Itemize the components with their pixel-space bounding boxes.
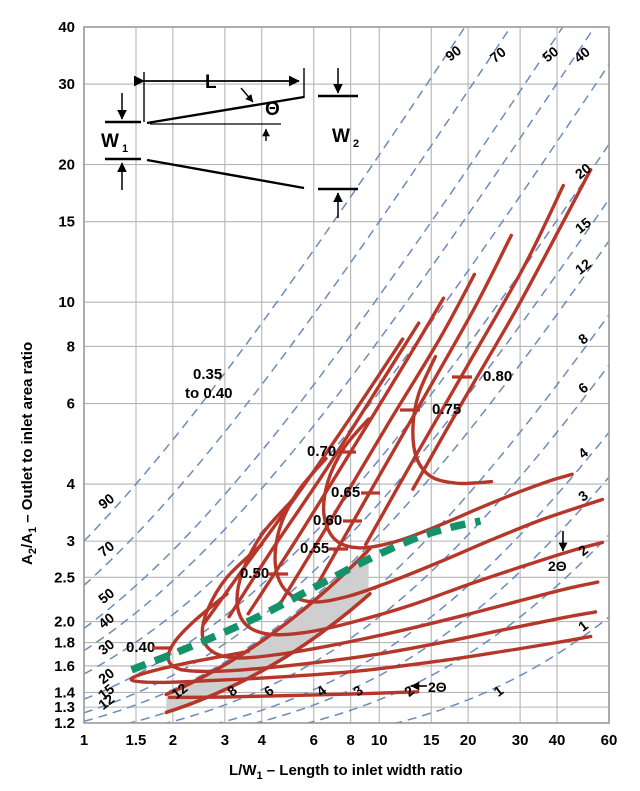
cp-label-0.65: 0.65 xyxy=(331,484,360,501)
x-axis-title-rest: – Length to inlet width ratio xyxy=(263,762,463,779)
svg-text:L/W1 – Length to inlet width r: L/W1 – Length to inlet width ratio xyxy=(229,762,463,782)
x-tick-label: 1.5 xyxy=(126,732,147,749)
angle-line-90 xyxy=(84,27,466,542)
w2-subscript: 2 xyxy=(353,138,359,150)
upper-wall-line xyxy=(146,95,305,125)
angle-pointer-right: 2Θ xyxy=(548,531,568,574)
x-axis-title-sub: 1 xyxy=(257,770,263,782)
y-tick-label: 2.0 xyxy=(54,614,75,631)
cp-upper-line-e xyxy=(314,233,513,589)
cp-label-0.40: 0.40 xyxy=(126,639,155,656)
cp-contour-0.55 xyxy=(166,592,598,674)
axis-frame xyxy=(83,26,610,724)
band-label-line2: to 0.40 xyxy=(185,385,233,402)
cp-label-0.75: 0.75 xyxy=(432,401,461,418)
y-tick-label: 4 xyxy=(67,476,76,493)
cp-label-0.55: 0.55 xyxy=(300,540,329,557)
cp-upper-line-b xyxy=(227,321,421,619)
y-tick-label: 20 xyxy=(58,157,75,174)
y-axis-title-sub2: 1 xyxy=(27,527,39,533)
x-axis-title: L/W1 – Length to inlet width ratio xyxy=(229,762,463,782)
y-tick-label: 2.5 xyxy=(54,569,75,586)
angle-line-4 xyxy=(215,431,609,723)
y-tick-label: 1.6 xyxy=(54,658,75,675)
cp-contour-0.70 xyxy=(273,456,605,604)
lower-wall-line xyxy=(146,158,305,190)
y-tick-label: 1.8 xyxy=(54,635,75,652)
angle-line-6 xyxy=(163,364,609,723)
cp-upper-line-a xyxy=(202,337,405,626)
y-tick-label: 8 xyxy=(67,338,75,355)
x-tick-label: 1 xyxy=(80,732,88,749)
y-tick-label: 1.4 xyxy=(54,684,76,701)
cp-upper-line-g xyxy=(411,167,593,491)
cp-band-upper-boundary xyxy=(164,546,372,697)
diffuser-geometry-diagram: L Θ W 1 W 2 xyxy=(101,68,359,218)
theta-arrow-upper xyxy=(240,87,254,103)
cp-upper-line-d xyxy=(278,272,477,607)
y-tick-label: 15 xyxy=(58,214,75,231)
x-tick-labels: 1 1.5 2 3 4 6 8 10 15 20 30 40 60 xyxy=(80,732,618,749)
cp-label-0.80: 0.80 xyxy=(483,368,512,385)
optimum-line-group xyxy=(130,517,482,674)
angle-line-2 xyxy=(304,534,609,723)
cp-contour-0.40 xyxy=(167,690,420,700)
x-axis-title-main: L/W xyxy=(229,762,257,779)
y-axis-title-sub1: 2 xyxy=(27,548,39,554)
y-tick-label: 6 xyxy=(67,396,75,413)
y-tick-label: 1.2 xyxy=(54,715,75,732)
cp-label-0.50: 0.50 xyxy=(240,565,269,582)
y-axis-title-slash: /A xyxy=(19,533,36,548)
svg-text:A2/A1 – Outlet to inlet area r: A2/A1 – Outlet to inlet area ratio xyxy=(19,342,39,565)
angle-line-40 xyxy=(84,27,596,652)
angle-line-50 xyxy=(84,27,564,629)
y-tick-label: 3 xyxy=(67,533,75,550)
angle-pointer-bottom-label: 2Θ xyxy=(428,679,447,695)
length-label: L xyxy=(205,72,217,93)
x-tick-label: 60 xyxy=(601,732,618,749)
cp-label-0.60: 0.60 xyxy=(313,512,342,529)
x-tick-label: 15 xyxy=(423,732,440,749)
angle-pointer-bottom: 2Θ xyxy=(410,679,447,695)
cp-contour-0.50 xyxy=(129,634,593,685)
y-tick-label: 30 xyxy=(58,76,75,93)
cp-contour-0.60 xyxy=(200,542,600,660)
w2-label: W xyxy=(332,126,350,147)
cp-upper-line-f xyxy=(364,183,565,547)
x-tick-label: 6 xyxy=(310,732,318,749)
x-tick-label: 30 xyxy=(512,732,529,749)
x-tick-label: 4 xyxy=(258,732,267,749)
y-axis-title: A2/A1 – Outlet to inlet area ratio xyxy=(19,342,39,565)
cp-contour-labels: 0.40 0.50 0.55 0.60 0.65 0.70 0.75 0.80 xyxy=(126,368,512,656)
theta-label: Θ xyxy=(265,99,280,120)
x-tick-label: 20 xyxy=(460,732,477,749)
y-tick-label: 10 xyxy=(58,294,75,311)
angle-line-30 xyxy=(84,63,609,675)
w1-subscript: 1 xyxy=(122,143,128,155)
cp-contour-0.75 xyxy=(321,417,574,550)
angle-line-1 xyxy=(393,616,609,723)
angle-line-15 xyxy=(84,198,609,714)
y-axis-title-main: A xyxy=(19,554,36,565)
x-tick-label: 10 xyxy=(371,732,388,749)
band-label-group: 0.35 to 0.40 xyxy=(185,366,233,402)
y-tick-labels: 1.21.31.4 1.6 1.8 2.0 2.5 3 4 6 8 10 15 20 30 40 xyxy=(54,19,76,732)
y-tick-label: 1.3 xyxy=(54,699,75,716)
w1-label: W xyxy=(101,131,119,152)
band-label-line1: 0.35 xyxy=(193,366,222,383)
x-tick-label: 2 xyxy=(169,732,177,749)
angle-line-3 xyxy=(252,476,609,723)
y-axis-title-rest: – Outlet to inlet area ratio xyxy=(19,342,36,527)
x-tick-label: 8 xyxy=(346,732,354,749)
cp-label-0.70: 0.70 xyxy=(307,443,336,460)
x-tick-label: 40 xyxy=(549,732,566,749)
x-tick-label: 3 xyxy=(221,732,229,749)
angle-pointer-right-label: 2Θ xyxy=(548,558,567,574)
y-tick-label: 40 xyxy=(58,19,75,36)
